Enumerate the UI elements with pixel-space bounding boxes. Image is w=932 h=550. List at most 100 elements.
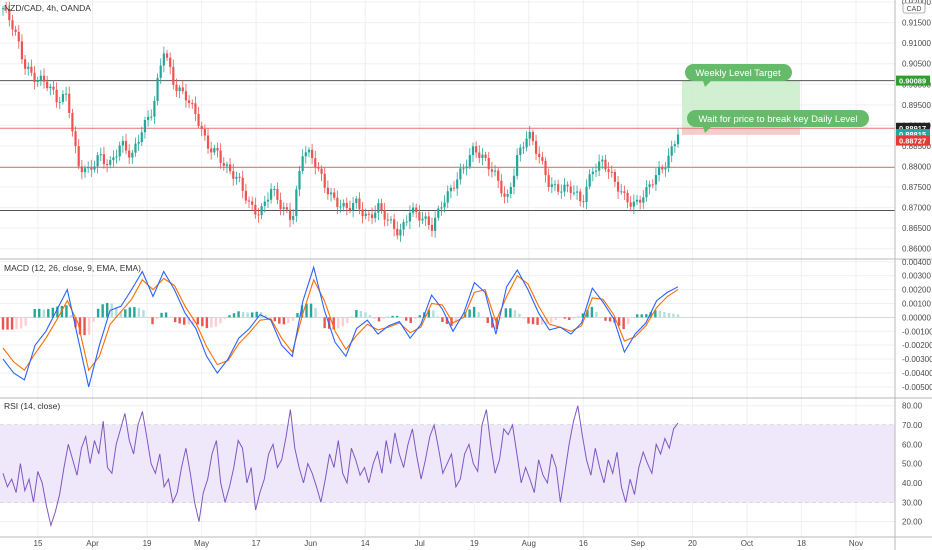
macd-histogram-bar — [219, 317, 222, 324]
currency-badge[interactable]: CAD — [902, 2, 926, 14]
macd-histogram-bar — [568, 317, 571, 320]
callout-weekly-target[interactable]: Weekly Level Target — [685, 64, 792, 87]
macd-histogram-bar — [38, 308, 41, 318]
macd-histogram-bar — [599, 317, 603, 318]
macd-histogram-bar — [604, 317, 607, 321]
callout-daily-level[interactable]: Wait for price to break key Daily Level — [687, 110, 869, 133]
price-y-tick-label: 0.91000 — [902, 39, 931, 48]
macd-histogram-bar — [586, 310, 589, 318]
candle-body — [415, 207, 418, 213]
macd-histogram-bar — [626, 317, 630, 325]
candle-body — [115, 156, 118, 158]
price-badge — [896, 135, 930, 146]
candle-body — [497, 170, 500, 181]
macd-histogram-bar — [459, 316, 462, 318]
macd-histogram-bar — [554, 317, 557, 320]
candle-body — [642, 197, 645, 203]
candle-body — [17, 31, 20, 42]
macd-histogram-bar — [101, 304, 104, 318]
macd-histogram-bar — [15, 317, 18, 330]
candle-body — [654, 175, 658, 185]
candle-body — [232, 171, 235, 179]
macd-histogram-bar — [232, 313, 236, 318]
candle-body — [629, 202, 632, 207]
macd-histogram-bar — [513, 310, 517, 318]
price-badge — [896, 75, 930, 86]
rsi-title[interactable]: RSI (14, close) — [4, 401, 60, 411]
candle-body — [626, 192, 629, 203]
macd-histogram-bar — [228, 315, 231, 318]
macd-histogram-bar — [128, 307, 132, 318]
macd-histogram-bar — [246, 312, 249, 318]
candle-body — [522, 147, 525, 149]
x-tick-label: May — [194, 539, 209, 548]
macd-histogram-bar — [291, 317, 295, 321]
chart-title[interactable]: NZD/CAD, 4h, OANDA — [4, 3, 91, 13]
candle-body — [364, 213, 367, 217]
macd-histogram-bar — [269, 317, 272, 319]
candle-body — [487, 158, 490, 170]
candle-body — [71, 112, 74, 132]
candle-body — [58, 101, 61, 103]
candle-body — [538, 153, 541, 158]
macd-histogram-bar — [450, 317, 453, 326]
macd-y-tick-label: -0.00300 — [902, 355, 932, 364]
candle-body — [591, 171, 594, 175]
macd-title[interactable]: MACD (12, 26, close, 9, EMA, EMA) — [4, 263, 141, 273]
callout-daily-level-bubble — [687, 110, 869, 127]
candle-body — [39, 75, 42, 80]
candle-body — [667, 155, 670, 169]
candle-body — [128, 150, 131, 158]
macd-histogram-bar — [572, 317, 576, 319]
macd-histogram-bar — [595, 312, 598, 318]
candle-body — [143, 120, 147, 133]
price-badge — [896, 122, 930, 133]
currency-badge-text: CAD — [907, 6, 922, 13]
macd-histogram-bar — [42, 309, 45, 318]
candle-body — [266, 199, 270, 202]
macd-histogram-bar — [196, 317, 199, 325]
candle-body — [169, 57, 172, 67]
macd-histogram-bar — [509, 308, 512, 318]
macd-histogram-bar — [255, 311, 258, 318]
callout-daily-level-text: Wait for price to break key Daily Level — [698, 114, 857, 125]
candle-body — [370, 214, 374, 219]
candle-body — [61, 94, 65, 102]
macd-histogram-bar — [105, 302, 109, 318]
candle-body — [153, 100, 156, 117]
candle-body — [339, 206, 342, 208]
macd-y-tick-label: -0.00400 — [902, 369, 932, 378]
callout-weekly-target-pointer — [703, 81, 711, 87]
candle-body — [389, 219, 393, 221]
candle-body — [676, 134, 680, 145]
price-y-tick-label: 0.91500 — [902, 19, 931, 28]
candle-body — [203, 128, 206, 136]
macd-histogram-bar — [300, 305, 304, 318]
x-tick-label: 18 — [797, 539, 806, 548]
macd-histogram-bar — [332, 317, 335, 330]
macd-histogram-bar — [178, 317, 181, 324]
candle-body — [210, 148, 213, 153]
macd-histogram-bar — [6, 317, 9, 330]
candle-body — [187, 100, 191, 104]
candle-body — [121, 141, 124, 146]
macd-histogram-bar — [187, 317, 190, 325]
candle-body — [200, 126, 203, 129]
macd-histogram-bar — [287, 317, 290, 324]
price-badge-text: 0.88917 — [899, 124, 926, 133]
macd-y-tick-label: 0.00000 — [902, 313, 931, 322]
price-y-tick-label: 0.86500 — [902, 224, 931, 233]
candle-body — [411, 207, 415, 213]
candle-body — [430, 224, 434, 231]
macd-histogram-bar — [28, 317, 32, 318]
candle-body — [645, 187, 648, 198]
candle-body — [500, 180, 503, 194]
candle-body — [216, 148, 219, 151]
price-badge-text: 0.88815 — [899, 130, 926, 139]
candle-body — [298, 170, 301, 190]
candle-body — [118, 145, 121, 157]
rsi-y-tick-label: 50.00 — [902, 460, 923, 469]
candlestick-series — [1, 1, 680, 242]
candle-body — [478, 152, 481, 158]
